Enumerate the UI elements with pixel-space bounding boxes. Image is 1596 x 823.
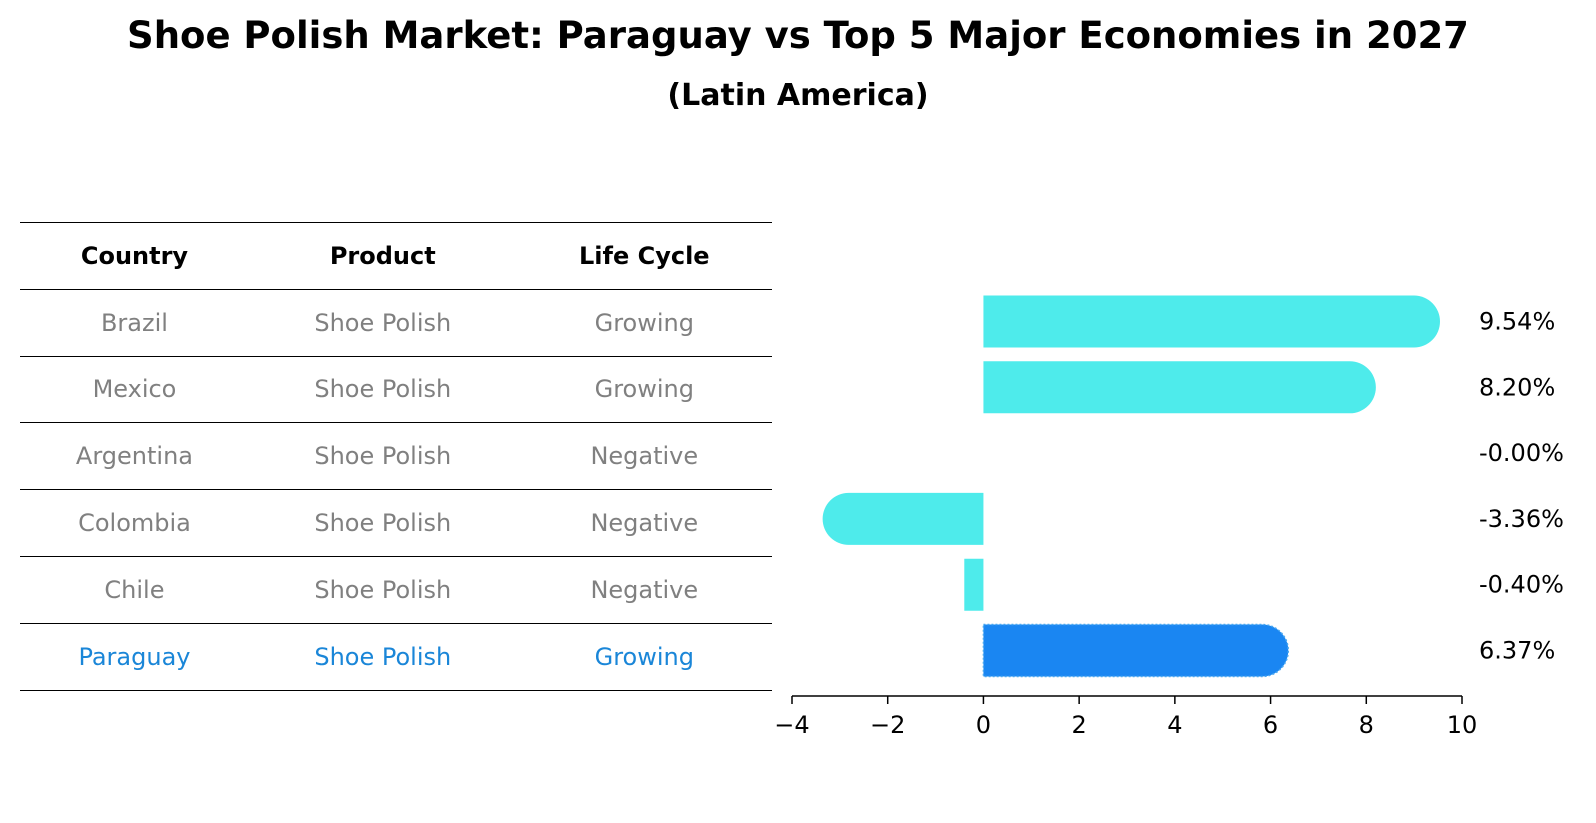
x-tick-label: 10: [1447, 711, 1478, 739]
cell-life-cycle: Negative: [516, 422, 772, 491]
cell-product: Shoe Polish: [248, 556, 517, 624]
cell-product: Shoe Polish: [248, 356, 517, 424]
cell-country: Mexico: [20, 356, 249, 424]
data-label: 6.37%: [1479, 637, 1555, 665]
cell-life-cycle: Negative: [516, 556, 772, 624]
cell-life-cycle: Growing: [516, 623, 772, 691]
x-tick-label: 4: [1167, 711, 1182, 739]
cell-product: Shoe Polish: [248, 289, 517, 357]
cell-country: Argentina: [20, 422, 249, 491]
cell-product: Shoe Polish: [248, 623, 517, 691]
cell-product: Shoe Polish: [248, 489, 517, 557]
x-tick-label: −4: [774, 711, 809, 739]
table-row: Argentina Shoe Polish Negative: [20, 422, 772, 491]
data-label: -3.36%: [1479, 505, 1564, 533]
table-row-highlight: Paraguay Shoe Polish Growing: [20, 623, 772, 691]
data-label: 8.20%: [1479, 373, 1555, 401]
chart-subtitle: (Latin America): [667, 78, 929, 113]
data-label: -0.00%: [1479, 439, 1564, 467]
data-label: 9.54%: [1479, 308, 1555, 336]
x-tick-label: −2: [870, 711, 905, 739]
table-row: Colombia Shoe Polish Negative: [20, 489, 772, 557]
table-row: Chile Shoe Polish Negative: [20, 556, 772, 624]
cell-country: Chile: [20, 556, 249, 624]
bar: [822, 492, 984, 545]
x-tick-label: 0: [976, 711, 991, 739]
life-cycle-table: Country Product Life Cycle Brazil Shoe P…: [20, 222, 772, 691]
data-label: -0.40%: [1479, 571, 1564, 599]
bar-highlight: [982, 623, 1290, 678]
chart-title: Shoe Polish Market: Paraguay vs Top 5 Ma…: [127, 14, 1469, 57]
header-product: Product: [248, 222, 517, 290]
x-tick-label: 8: [1359, 711, 1374, 739]
cell-product: Shoe Polish: [248, 422, 517, 491]
table-header-row: Country Product Life Cycle: [20, 222, 772, 290]
cell-country: Colombia: [20, 489, 249, 557]
table-row: Mexico Shoe Polish Growing: [20, 356, 772, 424]
cell-country: Brazil: [20, 289, 249, 357]
header-country: Country: [20, 222, 249, 290]
cell-country: Paraguay: [20, 623, 249, 691]
cell-life-cycle: Growing: [516, 356, 772, 424]
cell-life-cycle: Growing: [516, 289, 772, 357]
header-life-cycle: Life Cycle: [516, 222, 772, 290]
x-tick-label: 2: [1071, 711, 1086, 739]
x-tick-label: 6: [1263, 711, 1278, 739]
bar: [983, 361, 1376, 414]
bar: [983, 295, 1440, 348]
bar: [964, 558, 984, 611]
table-row: Brazil Shoe Polish Growing: [20, 289, 772, 357]
cell-life-cycle: Negative: [516, 489, 772, 557]
